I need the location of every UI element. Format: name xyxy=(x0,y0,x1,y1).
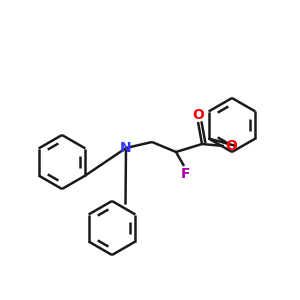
Text: F: F xyxy=(181,167,191,181)
Text: O: O xyxy=(192,108,204,122)
Text: O: O xyxy=(225,139,237,153)
Text: N: N xyxy=(120,141,132,155)
